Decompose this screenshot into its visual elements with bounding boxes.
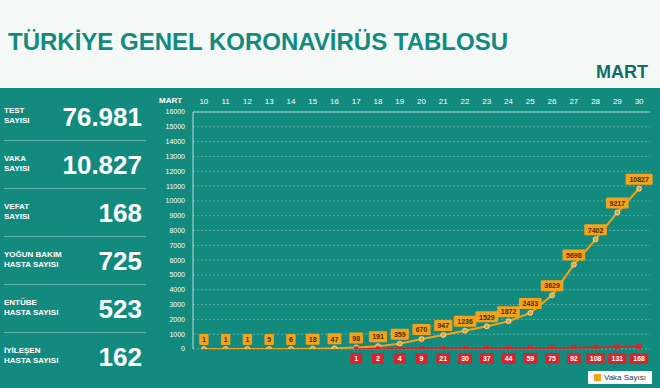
svg-text:9000: 9000 — [169, 212, 185, 219]
html-text:SAYISI: SAYISI — [4, 212, 30, 221]
html-text:MART: MART — [596, 62, 648, 82]
html-text:168: 168 — [98, 198, 142, 228]
svg-text:15: 15 — [308, 97, 317, 106]
svg-text:13: 13 — [265, 97, 274, 106]
svg-text:4: 4 — [398, 355, 402, 362]
svg-text:947: 947 — [437, 322, 449, 329]
svg-text:131: 131 — [612, 355, 624, 362]
html-text:HASTA SAYISI: HASTA SAYISI — [4, 356, 59, 365]
svg-text:28: 28 — [591, 97, 600, 106]
svg-text:3629: 3629 — [544, 282, 560, 289]
svg-text:1: 1 — [202, 336, 206, 343]
svg-text:108: 108 — [590, 355, 602, 362]
html-text:HASTA SAYISI: HASTA SAYISI — [4, 308, 59, 317]
svg-text:12000: 12000 — [166, 168, 186, 175]
svg-text:9217: 9217 — [610, 200, 626, 207]
svg-text:92: 92 — [570, 355, 578, 362]
html-text:725: 725 — [98, 246, 142, 276]
svg-text:2433: 2433 — [523, 300, 539, 307]
svg-text:13000: 13000 — [166, 153, 186, 160]
svg-text:168: 168 — [633, 355, 645, 362]
svg-text:47: 47 — [331, 336, 339, 343]
svg-text:5000: 5000 — [169, 271, 185, 278]
svg-text:8000: 8000 — [169, 227, 185, 234]
svg-text:21: 21 — [439, 355, 447, 362]
svg-text:21: 21 — [439, 97, 448, 106]
html-text:76.981: 76.981 — [62, 102, 142, 132]
html-text:523: 523 — [98, 294, 142, 324]
svg-text:14000: 14000 — [166, 138, 186, 145]
svg-text:75: 75 — [548, 355, 556, 362]
svg-text:1529: 1529 — [479, 314, 495, 321]
svg-text:5: 5 — [267, 336, 271, 343]
svg-text:1236: 1236 — [457, 318, 473, 325]
svg-text:30: 30 — [461, 355, 469, 362]
svg-text:6000: 6000 — [169, 257, 185, 264]
svg-text:1: 1 — [354, 355, 358, 362]
svg-text:18: 18 — [374, 97, 383, 106]
svg-text:9: 9 — [420, 355, 424, 362]
svg-text:10: 10 — [199, 97, 208, 106]
svg-text:359: 359 — [394, 331, 406, 338]
svg-text:37: 37 — [483, 355, 491, 362]
html-text:TÜRKİYE GENEL KORONAVİRÜS TABL: TÜRKİYE GENEL KORONAVİRÜS TABLOSU — [8, 28, 508, 55]
svg-text:4000: 4000 — [169, 286, 185, 293]
svg-text:30: 30 — [635, 97, 644, 106]
svg-text:6: 6 — [289, 336, 293, 343]
svg-text:0: 0 — [181, 345, 185, 352]
svg-text:29: 29 — [613, 97, 622, 106]
svg-text:98: 98 — [352, 335, 360, 342]
svg-text:14: 14 — [286, 97, 295, 106]
svg-text:10000: 10000 — [166, 197, 186, 204]
svg-text:16: 16 — [330, 97, 339, 106]
svg-text:23: 23 — [482, 97, 491, 106]
html-text:162: 162 — [98, 342, 142, 372]
svg-text:26: 26 — [548, 97, 557, 106]
svg-text:2000: 2000 — [169, 316, 185, 323]
html-text:İYİLEŞEN: İYİLEŞEN — [4, 346, 41, 355]
svg-text:7402: 7402 — [588, 227, 604, 234]
html-text:YOĞUN BAKIM: YOĞUN BAKIM — [4, 250, 62, 259]
svg-text:7000: 7000 — [169, 242, 185, 249]
html-text:TEST: TEST — [4, 106, 25, 115]
svg-text:12: 12 — [243, 97, 252, 106]
html-text:HASTA SAYISI: HASTA SAYISI — [4, 260, 59, 269]
svg-text:22: 22 — [461, 97, 470, 106]
html-text:SAYISI: SAYISI — [4, 164, 30, 173]
svg-text:11000: 11000 — [166, 183, 185, 190]
svg-text:2: 2 — [376, 355, 380, 362]
svg-text:10827: 10827 — [629, 176, 649, 183]
html-text:Vaka Sayısı: Vaka Sayısı — [603, 373, 646, 382]
svg-text:1872: 1872 — [501, 308, 517, 315]
svg-text:24: 24 — [504, 97, 513, 106]
svg-text:5698: 5698 — [566, 252, 582, 259]
svg-text:59: 59 — [526, 355, 534, 362]
svg-text:3000: 3000 — [169, 301, 185, 308]
svg-text:19: 19 — [395, 97, 404, 106]
svg-text:17: 17 — [352, 97, 361, 106]
html-text:10.827: 10.827 — [62, 150, 142, 180]
html-text:VEFAT: VEFAT — [4, 202, 30, 211]
html-text:SAYISI: SAYISI — [4, 116, 30, 125]
svg-text:44: 44 — [505, 355, 513, 362]
svg-text:11: 11 — [221, 97, 230, 106]
svg-text:20: 20 — [417, 97, 426, 106]
html-text:ENTÜBE: ENTÜBE — [4, 298, 37, 307]
svg-text:16000: 16000 — [166, 108, 186, 115]
svg-text:191: 191 — [372, 333, 384, 340]
svg-text:18: 18 — [309, 336, 317, 343]
svg-text:670: 670 — [416, 326, 428, 333]
svg-text:25: 25 — [526, 97, 535, 106]
svg-text:15000: 15000 — [166, 123, 186, 130]
svg-text:1000: 1000 — [169, 331, 185, 338]
svg-text:1: 1 — [224, 336, 228, 343]
svg-text:1: 1 — [245, 336, 249, 343]
html-text:MART: MART — [159, 96, 183, 105]
svg-text:27: 27 — [569, 97, 578, 106]
html-text:VAKA: VAKA — [4, 154, 27, 163]
